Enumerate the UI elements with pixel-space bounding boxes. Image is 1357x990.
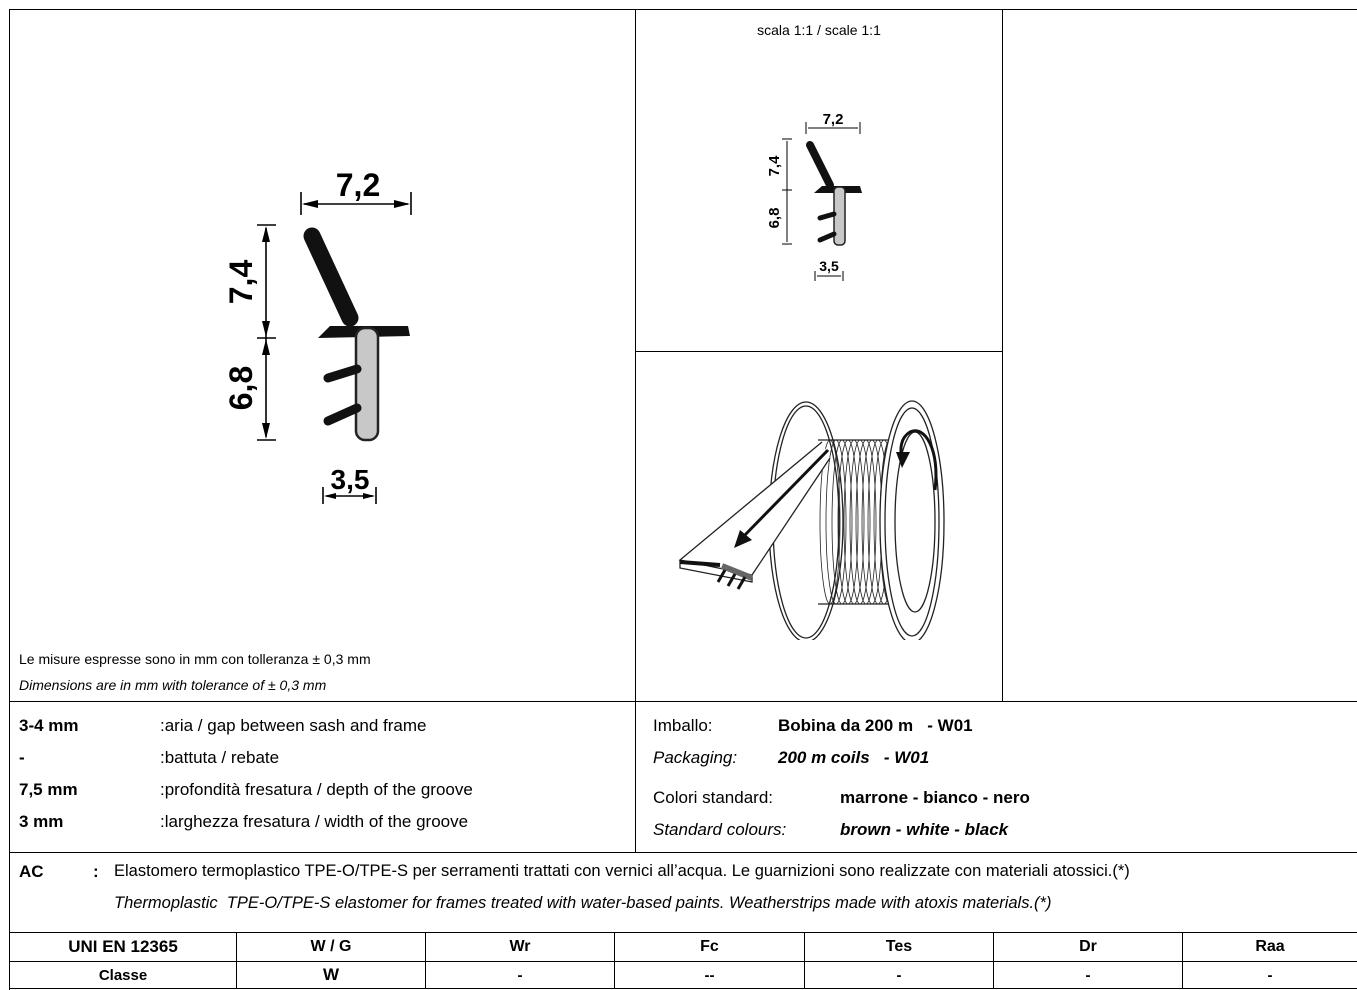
border-top — [9, 9, 1357, 10]
dim-width-line — [300, 192, 412, 215]
large-dim-lower: 6,8 — [223, 366, 259, 410]
table-cell: -- — [614, 961, 805, 989]
small-dim-base: 3,5 — [819, 258, 839, 274]
classification-table: UNI EN 12365 W / G Wr Fc Tes Dr Raa Clas… — [9, 932, 1357, 989]
material-desc-en: Thermoplastic TPE-O/TPE-S elastomer for … — [114, 894, 1052, 912]
table-cell: Classe — [9, 961, 237, 989]
table-header-cell: W / G — [236, 932, 426, 962]
border-left — [9, 9, 10, 990]
scale-label: scala 1:1 / scale 1:1 — [757, 22, 881, 38]
spec-desc: :aria / gap between sash and frame — [160, 716, 427, 735]
table-row: Classe W - -- - - - — [9, 961, 1357, 989]
large-profile-drawing: 7,2 7,4 6,8 3,5 — [223, 167, 412, 504]
spec-desc: :profondità fresatura / depth of the gro… — [160, 780, 473, 799]
colors-label-en: Standard colours: — [653, 820, 787, 839]
divider-col-1 — [635, 9, 636, 852]
divider-scale-reel — [635, 351, 1003, 352]
colors-label-it: Colori standard: — [653, 788, 774, 807]
table-cell: - — [425, 961, 615, 989]
table-header-cell: Wr — [425, 932, 615, 962]
large-dim-width: 7,2 — [336, 167, 380, 203]
tolerance-note-en: Dimensions are in mm with tolerance of ±… — [19, 677, 327, 693]
table-cell: W — [236, 961, 426, 989]
colors-value-en: brown - white - black — [840, 820, 1009, 839]
spec-value: 7,5 mm — [19, 780, 78, 799]
divider-row-1 — [9, 701, 1357, 702]
material-desc-it: Elastomero termoplastico TPE-O/TPE-S per… — [114, 862, 1130, 880]
small-dim-lower: 6,8 — [766, 208, 783, 229]
divider-row-2 — [9, 852, 1357, 853]
table-header-cell: Raa — [1182, 932, 1357, 962]
table-header-cell: Dr — [993, 932, 1183, 962]
divider-col-2 — [1002, 9, 1003, 701]
packaging-label-it: Imballo: — [653, 716, 713, 735]
spec-desc: :larghezza fresatura / width of the groo… — [160, 812, 469, 831]
coil-reel-drawing — [678, 400, 945, 640]
large-dim-base: 3,5 — [331, 464, 370, 495]
packaging-label-en: Packaging: — [653, 748, 738, 767]
small-profile-drawing: 7,2 7,4 6,8 3,5 — [766, 111, 862, 281]
small-dim-width: 7,2 — [823, 111, 844, 128]
material-code: AC — [19, 862, 44, 881]
table-header-cell: Tes — [804, 932, 994, 962]
large-dim-upper: 7,4 — [223, 260, 259, 305]
table-cell: - — [804, 961, 994, 989]
spec-value: - — [19, 748, 25, 767]
table-header-cell: Fc — [614, 932, 805, 962]
small-dim-upper: 7,4 — [766, 155, 783, 177]
packaging-value-it: Bobina da 200 m - W01 — [778, 716, 973, 735]
table-header-cell: UNI EN 12365 — [9, 932, 237, 962]
profile-shape — [303, 227, 410, 442]
tolerance-note-it: Le misure espresse sono in mm con toller… — [19, 651, 371, 667]
table-header-row: UNI EN 12365 W / G Wr Fc Tes Dr Raa — [9, 932, 1357, 962]
table-cell: - — [993, 961, 1183, 989]
colors-value-it: marrone - bianco - nero — [840, 788, 1030, 807]
material-colon: : — [93, 862, 99, 881]
table-cell: - — [1182, 961, 1357, 989]
spec-desc: :battuta / rebate — [160, 748, 280, 767]
spec-value: 3-4 mm — [19, 716, 79, 735]
spec-value: 3 mm — [19, 812, 64, 831]
packaging-value-en: 200 m coils - W01 — [778, 748, 930, 767]
